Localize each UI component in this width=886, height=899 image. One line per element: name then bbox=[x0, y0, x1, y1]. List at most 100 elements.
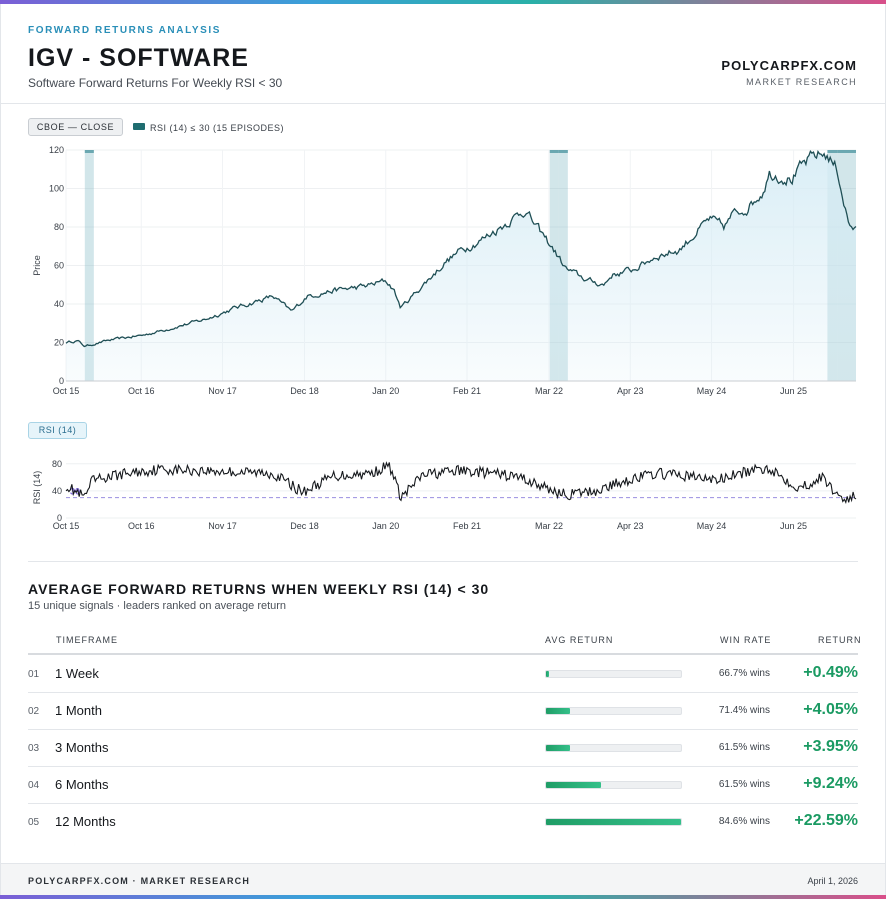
row-timeframe: 3 Months bbox=[55, 740, 109, 755]
header-divider bbox=[1, 103, 885, 104]
avg-return-bar bbox=[545, 670, 682, 678]
rsi-toggle-button[interactable]: RSI (14) bbox=[28, 422, 87, 439]
x-tick-label: Mar 22 bbox=[535, 386, 563, 396]
signal-episode-marker bbox=[549, 150, 559, 153]
row-return: +3.95% bbox=[803, 738, 858, 755]
signal-episode-marker bbox=[827, 150, 838, 153]
avg-return-fill bbox=[546, 708, 571, 714]
x-tick-label: Jun 25 bbox=[780, 386, 807, 396]
rsi-y-axis-label: RSI (14) bbox=[32, 471, 42, 505]
table-header-rule bbox=[28, 653, 858, 655]
rsi-x-tick-label: Nov 17 bbox=[208, 521, 237, 531]
row-number: 02 bbox=[28, 706, 40, 717]
rsi-x-tick-label: Jun 25 bbox=[780, 521, 807, 531]
report-kicker: FORWARD RETURNS ANALYSIS bbox=[28, 25, 222, 36]
rsi-x-tick-label: Jan 20 bbox=[372, 521, 399, 531]
rsi-x-tick-label: Mar 22 bbox=[535, 521, 563, 531]
legend-swatch bbox=[133, 123, 145, 130]
y-tick-label: 0 bbox=[59, 376, 64, 386]
signal-episode-band bbox=[84, 150, 94, 381]
price-series-line bbox=[65, 150, 857, 348]
avg-return-fill bbox=[546, 782, 602, 788]
x-tick-label: Oct 16 bbox=[128, 386, 155, 396]
y-tick-label: 120 bbox=[49, 145, 64, 155]
row-return: +9.24% bbox=[803, 775, 858, 792]
col-header-timeframe: TIMEFRAME bbox=[56, 635, 118, 645]
row-win-rate: 61.5% wins bbox=[718, 779, 770, 790]
x-tick-label: Feb 21 bbox=[453, 386, 481, 396]
row-timeframe: 1 Month bbox=[55, 703, 102, 718]
rsi-y-tick-label: 40 bbox=[52, 486, 62, 496]
col-header-return: RETURN bbox=[818, 635, 862, 645]
table-row: 04 6 Months 61.5% wins +9.24% bbox=[28, 767, 858, 804]
avg-return-bar bbox=[545, 744, 682, 752]
rsi-x-tick-label: Dec 18 bbox=[290, 521, 319, 531]
brand-tagline: MARKET RESEARCH bbox=[746, 77, 857, 87]
row-number: 03 bbox=[28, 743, 40, 754]
row-timeframe: 12 Months bbox=[55, 814, 116, 829]
avg-return-bar bbox=[545, 818, 682, 826]
y-tick-label: 100 bbox=[49, 184, 64, 194]
x-tick-label: May 24 bbox=[697, 386, 727, 396]
row-number: 05 bbox=[28, 817, 40, 828]
x-tick-label: Jan 20 bbox=[372, 386, 399, 396]
avg-return-fill bbox=[546, 819, 681, 825]
signal-episode-marker bbox=[837, 150, 856, 153]
row-return: +0.49% bbox=[803, 664, 858, 681]
table-row: 01 1 Week 66.7% wins +0.49% bbox=[28, 656, 858, 693]
table-row: 05 12 Months 84.6% wins +22.59% bbox=[28, 804, 858, 841]
rsi-y-tick-label: 80 bbox=[52, 459, 62, 469]
y-axis-label: Price bbox=[32, 255, 42, 276]
bottom-accent-bar bbox=[0, 895, 886, 899]
rsi-chart: 0 40 80 Oct 15 Oct 16 Nov 17 Dec 18 Jan 20 Feb 2… bbox=[32, 459, 857, 531]
row-return: +22.59% bbox=[794, 812, 858, 829]
avg-return-bar bbox=[545, 781, 682, 789]
y-tick-label: 60 bbox=[54, 261, 64, 271]
rsi-x-tick-label: Oct 16 bbox=[128, 521, 155, 531]
data-source-button[interactable]: CBOE — CLOSE bbox=[28, 118, 123, 136]
footer-date: April 1, 2026 bbox=[807, 876, 858, 886]
price-area-fill bbox=[66, 151, 856, 381]
y-tick-label: 80 bbox=[54, 222, 64, 232]
avg-return-fill bbox=[546, 745, 570, 751]
returns-section-subtitle: 15 unique signals · leaders ranked on av… bbox=[28, 600, 287, 612]
x-tick-label: Nov 17 bbox=[208, 386, 237, 396]
row-timeframe: 1 Week bbox=[55, 666, 99, 681]
x-tick-label: Oct 15 bbox=[53, 386, 80, 396]
rsi-x-tick-label: May 24 bbox=[697, 521, 727, 531]
row-number: 01 bbox=[28, 669, 40, 680]
signal-episode-marker bbox=[84, 150, 94, 153]
page-subtitle: Software Forward Returns For Weekly RSI … bbox=[28, 76, 283, 90]
row-win-rate: 61.5% wins bbox=[718, 742, 770, 753]
section-divider bbox=[28, 561, 858, 562]
footer-brand: POLYCARPFX.COM · MARKET RESEARCH bbox=[28, 876, 251, 886]
top-accent-bar bbox=[0, 0, 886, 4]
legend-label: RSI (14) ≤ 30 (15 EPISODES) bbox=[150, 123, 284, 133]
table-row: 03 3 Months 61.5% wins +3.95% bbox=[28, 730, 858, 767]
y-tick-label: 20 bbox=[54, 338, 64, 348]
brand-name: POLYCARPFX.COM bbox=[721, 58, 857, 73]
signal-episode-marker bbox=[558, 150, 568, 153]
rsi-series-line bbox=[65, 461, 857, 505]
row-win-rate: 84.6% wins bbox=[718, 816, 770, 827]
avg-return-bar bbox=[545, 707, 682, 715]
page-title: IGV - SOFTWARE bbox=[28, 44, 249, 72]
rsi-x-tick-label: Feb 21 bbox=[453, 521, 481, 531]
x-tick-label: Dec 18 bbox=[290, 386, 319, 396]
row-win-rate: 66.7% wins bbox=[718, 668, 770, 679]
y-tick-label: 40 bbox=[54, 299, 64, 309]
page-footer: POLYCARPFX.COM · MARKET RESEARCH April 1… bbox=[1, 863, 885, 895]
row-timeframe: 6 Months bbox=[55, 777, 109, 792]
row-number: 04 bbox=[28, 780, 40, 791]
rsi-x-tick-label: Oct 15 bbox=[53, 521, 80, 531]
row-win-rate: 71.4% wins bbox=[718, 705, 770, 716]
rsi-x-tick-label: Apr 23 bbox=[617, 521, 644, 531]
x-tick-label: Apr 23 bbox=[617, 386, 644, 396]
rsi-y-tick-label: 0 bbox=[57, 513, 62, 523]
col-header-win-rate: WIN RATE bbox=[720, 635, 772, 645]
signal-legend: RSI (14) ≤ 30 (15 EPISODES) bbox=[133, 122, 284, 134]
col-header-avg-return: AVG RETURN bbox=[545, 635, 614, 645]
row-return: +4.05% bbox=[803, 701, 858, 718]
avg-return-fill bbox=[546, 671, 549, 677]
table-row: 02 1 Month 71.4% wins +4.05% bbox=[28, 693, 858, 730]
